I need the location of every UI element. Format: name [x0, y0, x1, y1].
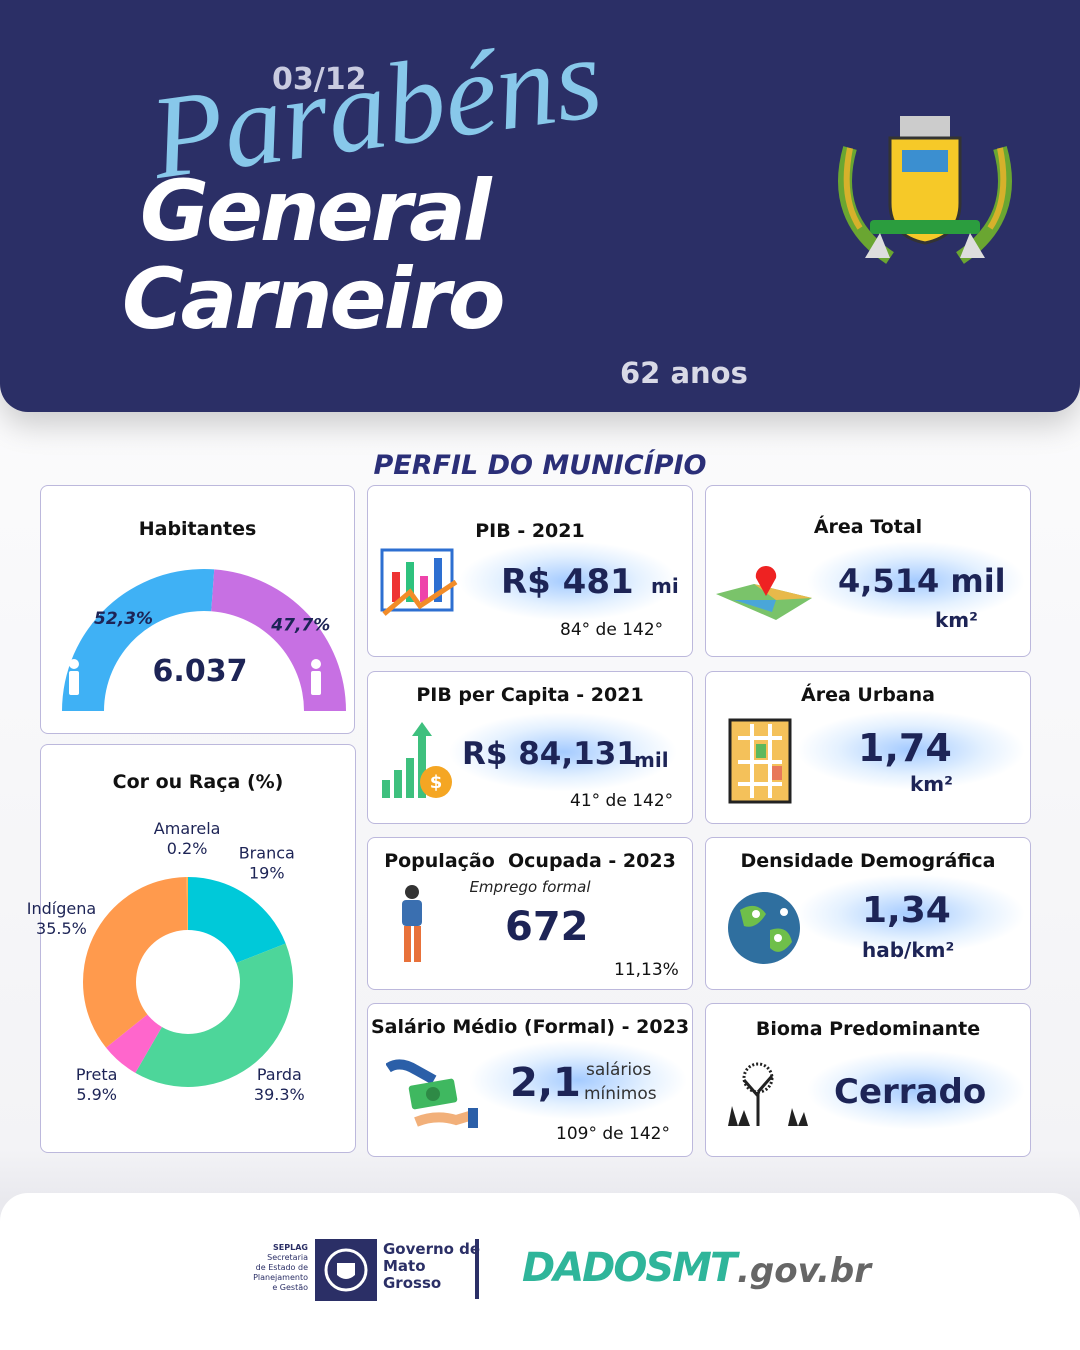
gov-line: Mato [383, 1257, 426, 1275]
map-icon [716, 565, 812, 620]
org-line: e Gestão [272, 1283, 308, 1292]
card: Área Total 4,514 mil km² [705, 485, 1031, 657]
gov-line: Governo de [383, 1240, 481, 1258]
card-value: Cerrado [834, 1072, 987, 1112]
brand-domain: .gov.br [737, 1251, 872, 1291]
age: 62 anos [620, 356, 748, 390]
globe-icon [728, 892, 800, 964]
card: Habitantes [40, 485, 355, 734]
date: 03/12 [272, 62, 367, 97]
city-line: Carneiro [122, 250, 505, 348]
money-icon [386, 1059, 478, 1128]
card-title: Área Total [813, 516, 923, 538]
card-value: 672 [505, 904, 589, 950]
card: PIB per Capita - 2021 $ R$ 84,131 mil 41… [367, 671, 693, 824]
card-value: R$ 481 [501, 562, 634, 602]
card-title: População Ocupada - 2023 [384, 850, 676, 872]
gov-emblem [315, 1239, 377, 1301]
chart-icon [380, 548, 458, 616]
card: PIB - 2021 R$ 481 mi 84° de 142° [367, 485, 693, 657]
gov-name: Governo de Mato Grosso [383, 1241, 480, 1292]
card: Salário Médio (Formal) - 2023 2,1 salári… [367, 1003, 693, 1157]
org-line: de Estado de [255, 1263, 308, 1272]
card-title: PIB - 2021 [475, 520, 585, 542]
footer: SEPLAG Secretaria de Estado de Planejament… [0, 1193, 1080, 1350]
card: Área Urbana 1,74 km² [705, 671, 1031, 824]
growth-icon: $ [382, 722, 452, 798]
card: Cor ou Raça (%) [40, 744, 356, 1153]
city-line: General [140, 162, 492, 260]
header: 03/12 Parabéns General Carneiro 62 anos [0, 0, 1080, 412]
org-line: Planejamento [253, 1273, 308, 1282]
card-rank: 109° de 142° [556, 1124, 670, 1144]
card-rank: 84° de 142° [560, 620, 664, 640]
card-title: Bioma Predominante [755, 1018, 981, 1040]
card-unit: salários [586, 1060, 652, 1080]
city-map-icon [728, 718, 792, 804]
card: Bioma Predominante Cerrado [705, 1003, 1031, 1157]
card-subtitle: Emprego formal [469, 878, 591, 896]
worker-icon [402, 885, 422, 962]
card-rank: 41° de 142° [570, 791, 674, 811]
card-unit: mínimos [584, 1084, 657, 1104]
gov-line: Grosso [383, 1274, 442, 1292]
card: Densidade Demográfica 1,34 hab/km² [705, 837, 1031, 990]
org: SEPLAG [273, 1243, 308, 1252]
divider [475, 1239, 479, 1299]
card-title: Habitantes [138, 518, 257, 540]
svg-text:$: $ [430, 772, 443, 793]
section-title: PERFIL DO MUNICÍPIO [373, 450, 707, 481]
card: População Ocupada - 2023 Emprego formal … [367, 837, 693, 990]
coat-of-arms [838, 116, 1012, 264]
card-title: Cor ou Raça (%) [112, 771, 284, 793]
card-value: R$ 84,131 [462, 736, 638, 772]
card-unit: km² [935, 608, 978, 632]
biome-icon [728, 1062, 808, 1126]
org-lines: Secretaria de Estado de Planejamento e Gest… [230, 1253, 308, 1293]
card-title: Densidade Demográfica [740, 850, 996, 872]
org-line: Secretaria [267, 1253, 308, 1262]
card-title: PIB per Capita - 2021 [416, 684, 644, 706]
card-unit: km² [910, 772, 953, 796]
brand: DADOSMT [522, 1245, 737, 1291]
card-title: Área Urbana [801, 684, 935, 706]
card-value: 2,1 [510, 1060, 581, 1106]
card-value: 4,514 mil [838, 562, 1006, 600]
card-value: 1,34 [862, 890, 951, 931]
card-unit: mi [651, 574, 679, 598]
card-title: Salário Médio (Formal) - 2023 [370, 1016, 690, 1038]
card-unit: mil [634, 748, 669, 772]
card-value: 1,74 [858, 726, 952, 770]
card-unit: hab/km² [862, 938, 955, 962]
card-rank: 11,13% [614, 960, 679, 980]
